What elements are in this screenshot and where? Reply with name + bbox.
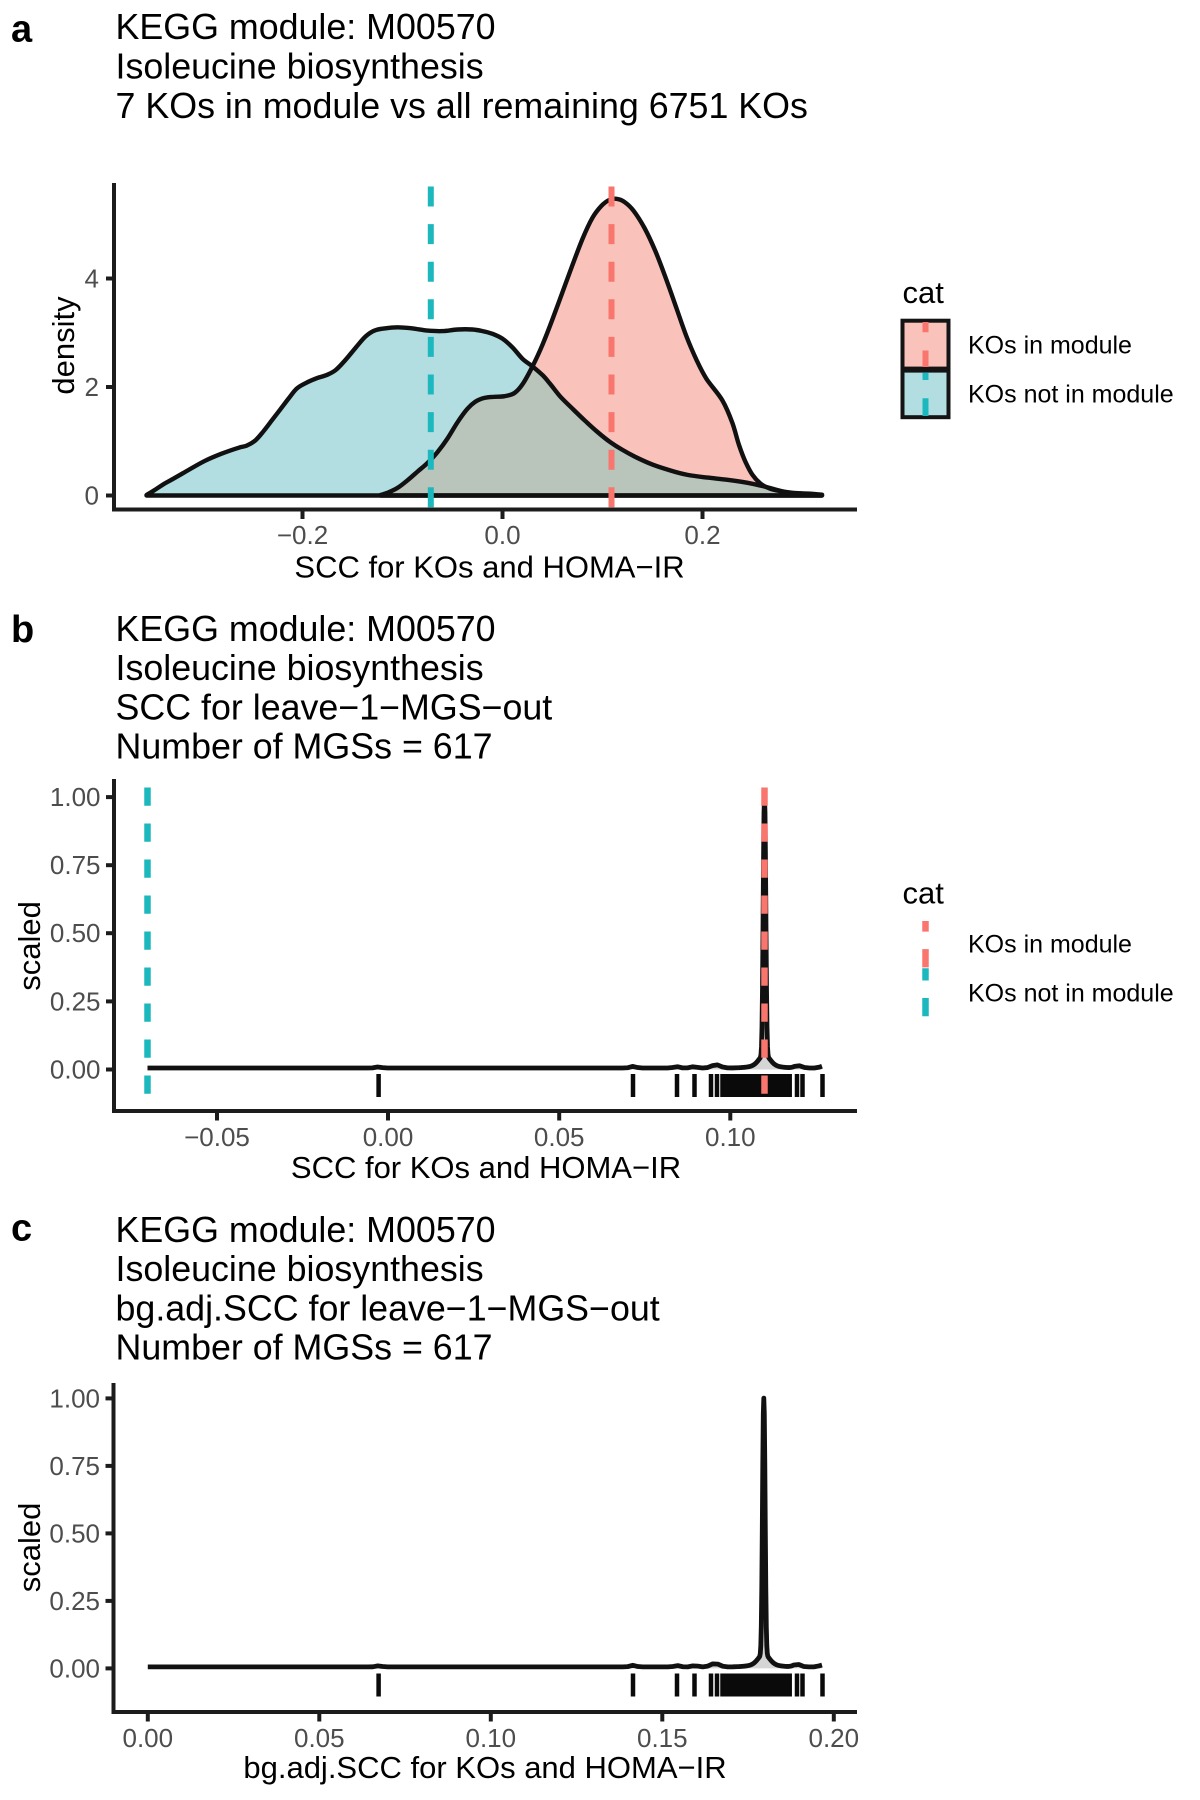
svg-text:1.00: 1.00 [49,1383,100,1413]
svg-text:density: density [46,296,81,395]
svg-text:0.75: 0.75 [50,850,101,880]
svg-text:c: c [11,1208,32,1250]
svg-text:bg.adj.SCC for leave−1−MGS−out: bg.adj.SCC for leave−1−MGS−out [116,1288,660,1328]
svg-text:0.15: 0.15 [637,1723,688,1753]
svg-text:0.10: 0.10 [465,1723,516,1753]
svg-text:KOs in module: KOs in module [968,332,1132,360]
svg-text:Number of MGSs = 617: Number of MGSs = 617 [116,727,493,767]
svg-text:0.25: 0.25 [49,1586,100,1616]
svg-text:7 KOs in module vs all remaini: 7 KOs in module vs all remaining 6751 KO… [116,86,808,126]
svg-text:0.05: 0.05 [294,1723,345,1753]
svg-text:Number of MGSs = 617: Number of MGSs = 617 [116,1328,493,1368]
svg-text:b: b [11,609,34,651]
svg-text:SCC for KOs and HOMA−IR: SCC for KOs and HOMA−IR [291,1150,681,1185]
svg-text:cat: cat [903,876,945,911]
svg-text:0.0: 0.0 [484,520,520,550]
svg-text:0.50: 0.50 [50,918,101,948]
svg-text:0.20: 0.20 [808,1723,859,1753]
svg-text:0.25: 0.25 [50,986,101,1016]
svg-text:4: 4 [85,264,99,294]
svg-text:0.00: 0.00 [49,1653,100,1683]
svg-text:−0.05: −0.05 [184,1122,250,1152]
svg-text:0.75: 0.75 [49,1451,100,1481]
svg-text:0.2: 0.2 [684,520,720,550]
svg-text:0.05: 0.05 [534,1122,585,1152]
svg-text:0.00: 0.00 [363,1122,414,1152]
svg-text:0.00: 0.00 [50,1055,101,1085]
svg-text:KOs not in module: KOs not in module [968,381,1174,409]
svg-text:0.10: 0.10 [705,1122,756,1152]
svg-text:a: a [11,9,33,51]
svg-text:−0.2: −0.2 [277,520,328,550]
svg-text:KEGG module: M00570: KEGG module: M00570 [116,7,496,47]
svg-text:Isoleucine biosynthesis: Isoleucine biosynthesis [116,46,484,86]
svg-text:Isoleucine biosynthesis: Isoleucine biosynthesis [116,648,484,688]
svg-text:scaled: scaled [12,901,47,991]
svg-text:KOs not in module: KOs not in module [968,980,1174,1008]
svg-text:bg.adj.SCC for KOs and HOMA−IR: bg.adj.SCC for KOs and HOMA−IR [243,1750,726,1785]
svg-text:KEGG module: M00570: KEGG module: M00570 [116,609,496,649]
svg-text:2: 2 [85,372,99,402]
svg-text:cat: cat [903,275,945,310]
svg-text:KEGG module: M00570: KEGG module: M00570 [116,1210,496,1250]
svg-text:0: 0 [85,481,99,511]
svg-text:scaled: scaled [12,1503,47,1593]
svg-text:SCC for KOs and HOMA−IR: SCC for KOs and HOMA−IR [294,550,684,585]
svg-text:KOs in module: KOs in module [968,931,1132,959]
svg-text:1.00: 1.00 [50,782,101,812]
svg-text:0.00: 0.00 [122,1723,173,1753]
svg-text:SCC for leave−1−MGS−out: SCC for leave−1−MGS−out [116,687,553,727]
svg-text:0.50: 0.50 [49,1518,100,1548]
svg-text:Isoleucine biosynthesis: Isoleucine biosynthesis [116,1249,484,1289]
